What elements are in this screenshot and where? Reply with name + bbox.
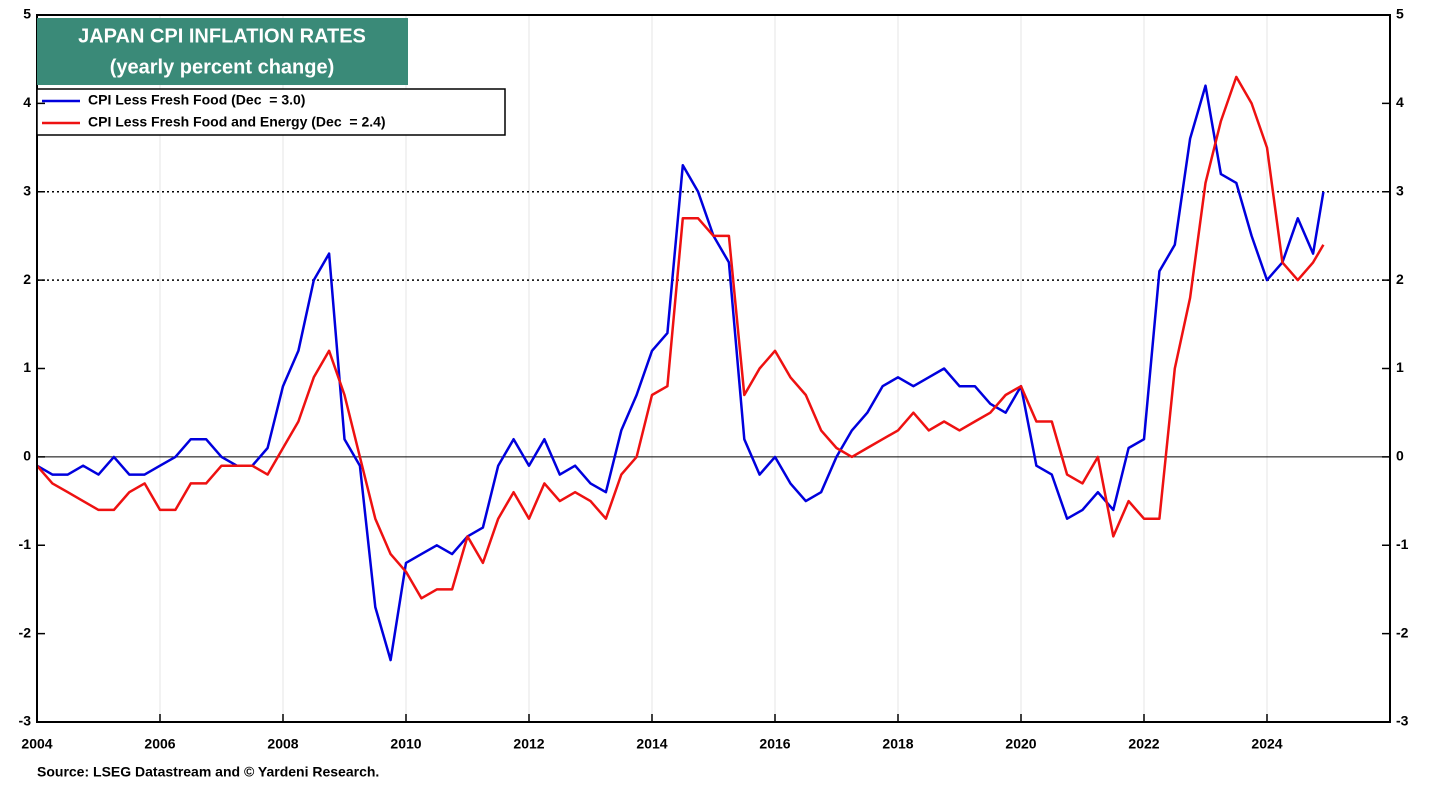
y-tick-label: 1 <box>23 359 31 375</box>
y-tick-label: 4 <box>23 94 31 110</box>
y-tick-label-right: -1 <box>1396 536 1409 552</box>
y-tick-label: -2 <box>19 624 32 640</box>
y-tick-label: 3 <box>23 182 31 198</box>
x-tick-label: 2010 <box>390 736 421 752</box>
y-tick-label: 5 <box>23 6 31 22</box>
legend-entries: CPI Less Fresh Food (Dec = 3.0) CPI Less … <box>42 92 386 130</box>
x-tick-label: 2006 <box>144 736 175 752</box>
x-tick-label: 2004 <box>21 736 52 752</box>
x-tick-label: 2018 <box>882 736 913 752</box>
plot-area <box>36 75 1325 662</box>
legend <box>36 88 506 136</box>
x-tick-label: 2016 <box>759 736 790 752</box>
x-tick-label: 2024 <box>1251 736 1282 752</box>
y-tick-label: -1 <box>19 536 32 552</box>
y-tick-label-right: 2 <box>1396 271 1404 287</box>
y-tick-label-right: 4 <box>1396 94 1404 110</box>
x-tick-label: 2014 <box>636 736 667 752</box>
x-tick-label: 2008 <box>267 736 298 752</box>
x-tick-label: 2012 <box>513 736 544 752</box>
y-tick-label-right: 0 <box>1396 448 1404 464</box>
y-tick-label-right: -2 <box>1396 624 1409 640</box>
y-tick-label-right: 5 <box>1396 6 1404 22</box>
chart-subtitle: (yearly percent change) <box>110 56 335 78</box>
y-tick-label: -3 <box>19 713 32 729</box>
title-box <box>37 18 408 85</box>
x-tick-label: 2020 <box>1005 736 1036 752</box>
y-tick-label-right: 1 <box>1396 359 1404 375</box>
series-line <box>36 75 1325 600</box>
legend-label: CPI Less Fresh Food and Energy (Dec = 2.… <box>88 114 386 130</box>
y-tick-label: 0 <box>23 448 31 464</box>
legend-label: CPI Less Fresh Food (Dec = 3.0) <box>88 92 305 108</box>
y-tick-label: 2 <box>23 271 31 287</box>
y-tick-label-right: 3 <box>1396 182 1404 198</box>
y-tick-label-right: -3 <box>1396 713 1409 729</box>
source-note: Source: LSEG Datastream and © Yardeni Re… <box>37 764 379 780</box>
x-tick-label: 2022 <box>1128 736 1159 752</box>
chart-title: JAPAN CPI INFLATION RATES <box>78 25 366 47</box>
